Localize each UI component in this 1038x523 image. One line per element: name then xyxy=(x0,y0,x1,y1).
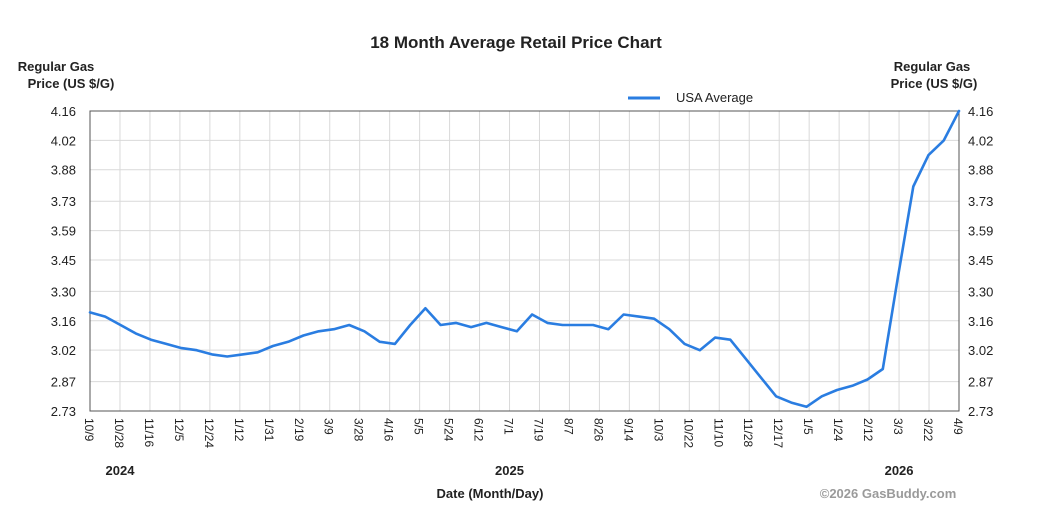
left-axis-title-line2: Price (US $/G) xyxy=(28,76,115,91)
y-tick-label-left: 3.45 xyxy=(51,253,76,268)
y-tick-label-right: 2.87 xyxy=(968,375,993,390)
y-tick-label-left: 3.59 xyxy=(51,224,76,239)
x-tick-label: 1/12 xyxy=(232,418,246,442)
x-tick-label: 10/9 xyxy=(82,418,96,442)
x-tick-label: 1/31 xyxy=(262,418,276,442)
x-tick-label: 11/16 xyxy=(142,418,156,447)
x-tick-label: 10/28 xyxy=(112,418,126,448)
x-tick-label: 1/24 xyxy=(831,418,845,442)
x-tick-label: 9/14 xyxy=(621,418,635,442)
x-tick-label: 11/10 xyxy=(711,418,725,447)
x-tick-label: 4/9 xyxy=(951,418,965,435)
y-tick-label-right: 3.73 xyxy=(968,194,993,209)
y-tick-label-left: 4.16 xyxy=(51,104,76,119)
x-tick-label: 12/5 xyxy=(172,418,186,442)
x-tick-label: 12/24 xyxy=(202,418,216,448)
chart-title: 18 Month Average Retail Price Chart xyxy=(370,33,662,52)
y-tick-label-right: 4.02 xyxy=(968,133,993,148)
y-tick-label-right: 3.30 xyxy=(968,284,993,299)
copyright-text: ©2026 GasBuddy.com xyxy=(820,486,957,501)
x-tick-label: 3/28 xyxy=(352,418,366,442)
y-tick-label-left: 2.87 xyxy=(51,375,76,390)
x-tick-label: 4/16 xyxy=(382,418,396,442)
x-tick-label: 5/5 xyxy=(412,418,426,435)
legend: USA Average xyxy=(628,90,753,105)
x-tick-label: 10/22 xyxy=(681,418,695,448)
x-tick-label: 7/19 xyxy=(531,418,545,442)
y-tick-label-left: 3.88 xyxy=(51,163,76,178)
y-tick-label-right: 2.73 xyxy=(968,404,993,419)
x-tick-label: 5/24 xyxy=(442,418,456,442)
x-axis-title: Date (Month/Day) xyxy=(437,486,544,501)
grid xyxy=(89,110,960,412)
y-tick-label-left: 3.02 xyxy=(51,343,76,358)
x-tick-label: 12/17 xyxy=(771,418,785,448)
x-tick-label: 10/3 xyxy=(651,418,665,442)
y-tick-label-left: 3.73 xyxy=(51,194,76,209)
right-axis-title-line1: Regular Gas xyxy=(894,59,971,74)
x-tick-label: 2/12 xyxy=(861,418,875,442)
x-tick-label: 8/26 xyxy=(591,418,605,442)
legend-label: USA Average xyxy=(676,90,753,105)
x-tick-label: 1/5 xyxy=(801,418,815,435)
y-tick-label-right: 3.02 xyxy=(968,343,993,358)
y-axis-ticks: 4.16 4.16 4.02 4.02 3.88 3.88 3.73 3.73 3.59 3.59… xyxy=(51,104,994,419)
x-tick-label: 3/3 xyxy=(891,418,905,435)
right-axis-title-line2: Price (US $/G) xyxy=(891,76,978,91)
x-tick-label: 7/1 xyxy=(502,418,516,435)
year-label: 2025 xyxy=(495,463,524,478)
y-tick-label-right: 3.16 xyxy=(968,314,993,329)
plot-frame xyxy=(89,110,960,412)
x-tick-label: 3/9 xyxy=(322,418,336,435)
left-axis-title-line1: Regular Gas xyxy=(18,59,95,74)
y-tick-label-right: 3.45 xyxy=(968,253,993,268)
x-tick-label: 6/12 xyxy=(472,418,486,442)
y-tick-label-left: 2.73 xyxy=(51,404,76,419)
x-tick-label: 3/22 xyxy=(921,418,935,442)
year-label: 2026 xyxy=(885,463,914,478)
x-tick-label: 2/19 xyxy=(292,418,306,442)
x-axis-ticks: 10/9 10/28 11/16 12/5 12/24 1/12 1/31 2/19 3/9 3/… xyxy=(82,418,965,448)
y-tick-label-right: 3.59 xyxy=(968,224,993,239)
y-tick-label-right: 3.88 xyxy=(968,163,993,178)
series-line-usa-average xyxy=(88,109,961,409)
year-labels: 2024 2025 2026 xyxy=(106,463,914,478)
y-tick-label-right: 4.16 xyxy=(968,104,993,119)
y-tick-label-left: 3.16 xyxy=(51,314,76,329)
x-tick-label: 11/28 xyxy=(741,418,755,447)
y-tick-label-left: 4.02 xyxy=(51,133,76,148)
y-tick-label-left: 3.30 xyxy=(51,284,76,299)
x-tick-label: 8/7 xyxy=(561,418,575,435)
year-label: 2024 xyxy=(106,463,136,478)
